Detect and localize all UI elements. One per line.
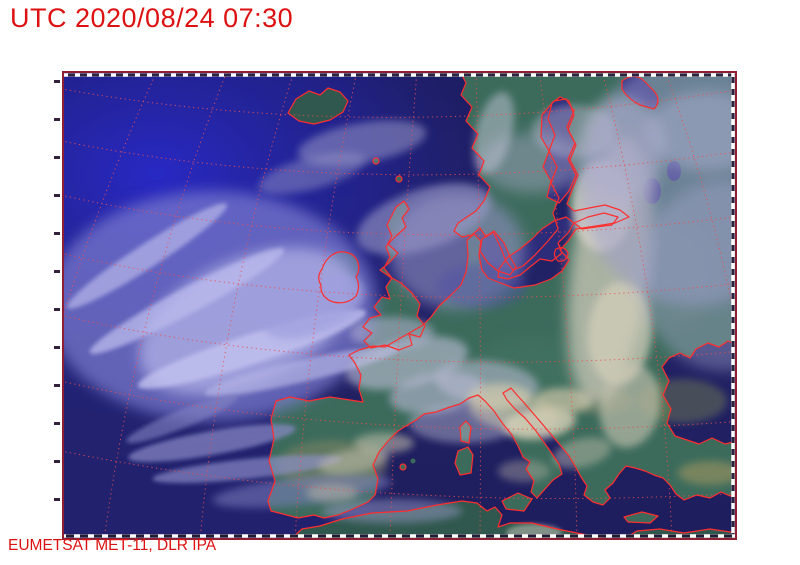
coastline-overlay xyxy=(267,71,737,540)
satellite-image xyxy=(62,71,737,540)
satellite-svg xyxy=(62,71,737,540)
frame-border xyxy=(62,71,737,540)
graticule xyxy=(62,71,737,540)
timestamp-title: UTC 2020/08/24 07:30 xyxy=(10,3,294,33)
frame-left-ticks xyxy=(54,80,60,535)
frame-ticks xyxy=(64,73,735,538)
attribution-caption: EUMETSAT MET-11, DLR IPA xyxy=(8,537,217,554)
cloud-layer xyxy=(62,71,737,540)
